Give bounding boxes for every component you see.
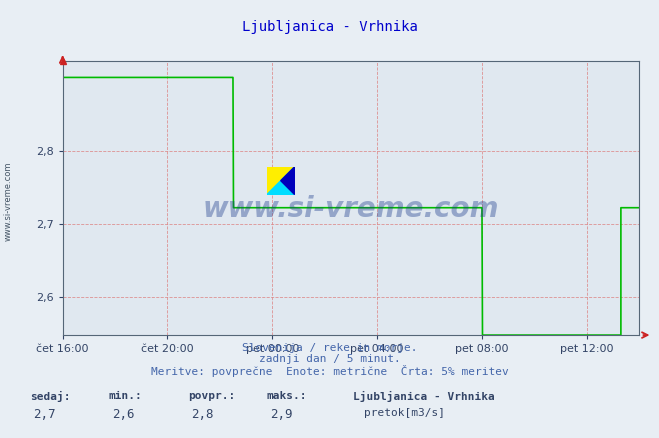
Polygon shape bbox=[267, 167, 295, 194]
Text: www.si-vreme.com: www.si-vreme.com bbox=[203, 195, 499, 223]
Text: min.:: min.: bbox=[109, 391, 142, 401]
Text: 2,6: 2,6 bbox=[112, 408, 134, 421]
Polygon shape bbox=[267, 167, 295, 194]
Text: www.si-vreme.com: www.si-vreme.com bbox=[3, 162, 13, 241]
Text: Meritve: povprečne  Enote: metrične  Črta: 5% meritev: Meritve: povprečne Enote: metrične Črta:… bbox=[151, 365, 508, 377]
Text: 2,9: 2,9 bbox=[270, 408, 293, 421]
Polygon shape bbox=[281, 167, 295, 194]
Text: Slovenija / reke in morje.: Slovenija / reke in morje. bbox=[242, 343, 417, 353]
Text: 2,8: 2,8 bbox=[191, 408, 214, 421]
Text: Ljubljanica - Vrhnika: Ljubljanica - Vrhnika bbox=[353, 391, 494, 402]
Text: sedaj:: sedaj: bbox=[30, 391, 70, 402]
Text: povpr.:: povpr.: bbox=[188, 391, 235, 401]
Text: zadnji dan / 5 minut.: zadnji dan / 5 minut. bbox=[258, 354, 401, 364]
Text: 2,7: 2,7 bbox=[33, 408, 55, 421]
Text: pretok[m3/s]: pretok[m3/s] bbox=[364, 408, 445, 418]
Text: maks.:: maks.: bbox=[267, 391, 307, 401]
Text: Ljubljanica - Vrhnika: Ljubljanica - Vrhnika bbox=[242, 20, 417, 34]
